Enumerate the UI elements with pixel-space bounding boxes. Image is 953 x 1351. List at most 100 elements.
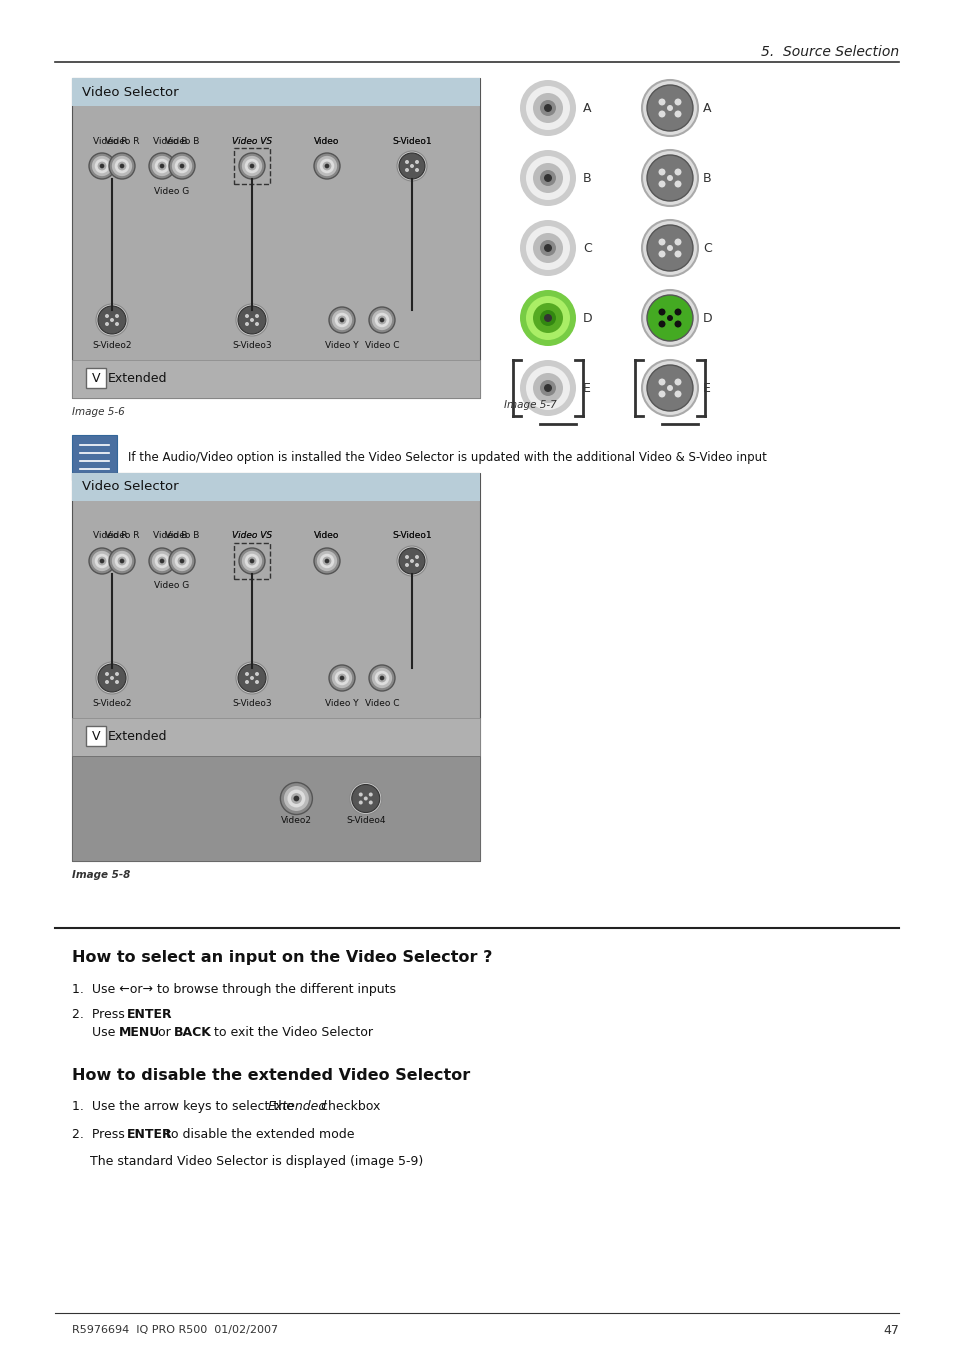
Circle shape xyxy=(396,151,427,181)
Text: ENTER: ENTER xyxy=(127,1008,172,1021)
Circle shape xyxy=(377,674,386,682)
Circle shape xyxy=(174,158,189,173)
Bar xyxy=(71,717,479,757)
Circle shape xyxy=(114,158,130,173)
Text: MENU: MENU xyxy=(119,1025,160,1039)
Circle shape xyxy=(332,667,352,688)
Bar xyxy=(86,367,106,388)
Circle shape xyxy=(415,563,418,567)
Circle shape xyxy=(119,559,124,563)
Circle shape xyxy=(98,305,126,334)
Circle shape xyxy=(335,312,349,327)
Circle shape xyxy=(519,220,576,276)
Text: Video B: Video B xyxy=(165,531,199,540)
Text: checkbox: checkbox xyxy=(316,1100,380,1113)
Circle shape xyxy=(319,158,334,173)
Circle shape xyxy=(674,111,680,118)
Circle shape xyxy=(112,551,132,571)
Circle shape xyxy=(533,163,562,193)
Text: Video G: Video G xyxy=(154,581,190,590)
Circle shape xyxy=(294,796,299,801)
Text: S-Video1: S-Video1 xyxy=(392,136,432,146)
Text: 1.  Use the arrow keys to select the: 1. Use the arrow keys to select the xyxy=(71,1100,297,1113)
Circle shape xyxy=(239,153,265,178)
Circle shape xyxy=(646,85,692,131)
Circle shape xyxy=(280,782,312,815)
Text: If the Audio/Video option is installed the Video Selector is updated with the ad: If the Audio/Video option is installed t… xyxy=(128,451,766,465)
Circle shape xyxy=(172,551,192,571)
Circle shape xyxy=(94,158,110,173)
Text: BACK: BACK xyxy=(173,1025,212,1039)
Circle shape xyxy=(254,671,258,676)
Circle shape xyxy=(405,168,409,172)
Circle shape xyxy=(377,316,386,324)
Text: C: C xyxy=(582,242,591,254)
Text: Extended: Extended xyxy=(108,372,168,385)
Circle shape xyxy=(519,290,576,346)
Circle shape xyxy=(242,551,262,571)
Circle shape xyxy=(314,153,339,178)
Text: 5.  Source Selection: 5. Source Selection xyxy=(760,45,898,59)
Circle shape xyxy=(539,309,556,326)
Text: S-Video4: S-Video4 xyxy=(346,816,385,825)
Circle shape xyxy=(405,555,409,559)
Circle shape xyxy=(658,99,665,105)
Text: Video G: Video G xyxy=(154,186,190,196)
Circle shape xyxy=(379,317,384,323)
Text: Video R: Video R xyxy=(105,531,139,540)
Circle shape xyxy=(674,250,680,258)
Bar xyxy=(71,78,479,399)
Circle shape xyxy=(396,546,427,576)
Circle shape xyxy=(415,168,418,172)
Circle shape xyxy=(248,557,256,566)
Circle shape xyxy=(324,559,329,563)
Circle shape xyxy=(316,551,336,571)
Circle shape xyxy=(398,153,424,178)
Circle shape xyxy=(291,793,301,804)
Circle shape xyxy=(245,554,259,569)
Circle shape xyxy=(105,680,109,684)
Circle shape xyxy=(405,563,409,567)
Circle shape xyxy=(539,380,556,396)
Circle shape xyxy=(379,676,384,681)
Text: V: V xyxy=(91,730,100,743)
Circle shape xyxy=(172,155,192,176)
Circle shape xyxy=(149,549,174,574)
Bar xyxy=(71,473,479,501)
Text: A: A xyxy=(702,101,711,115)
Circle shape xyxy=(177,557,186,566)
Text: Video VS: Video VS xyxy=(232,136,272,146)
Circle shape xyxy=(248,162,256,170)
Circle shape xyxy=(405,159,409,163)
Text: Video Y: Video Y xyxy=(325,698,358,708)
Circle shape xyxy=(149,153,174,178)
Circle shape xyxy=(254,680,258,684)
Circle shape xyxy=(319,554,334,569)
Circle shape xyxy=(169,549,194,574)
Circle shape xyxy=(543,384,552,392)
Circle shape xyxy=(674,390,680,397)
Circle shape xyxy=(105,671,109,676)
Circle shape xyxy=(533,232,562,263)
Circle shape xyxy=(179,163,184,169)
Text: Extended: Extended xyxy=(108,730,168,743)
Circle shape xyxy=(89,153,115,178)
Text: Video VS: Video VS xyxy=(232,531,272,540)
Circle shape xyxy=(157,162,166,170)
Circle shape xyxy=(641,80,698,136)
Text: E: E xyxy=(582,381,590,394)
Circle shape xyxy=(372,309,392,330)
Text: to exit the Video Selector: to exit the Video Selector xyxy=(210,1025,373,1039)
Circle shape xyxy=(94,554,110,569)
Circle shape xyxy=(339,317,344,323)
Circle shape xyxy=(641,220,698,276)
Text: Video C: Video C xyxy=(364,340,399,350)
Circle shape xyxy=(329,665,355,690)
Circle shape xyxy=(666,385,672,390)
Circle shape xyxy=(372,667,392,688)
Circle shape xyxy=(91,155,112,176)
Text: Video Selector: Video Selector xyxy=(82,85,178,99)
Circle shape xyxy=(237,305,266,334)
Circle shape xyxy=(543,245,552,253)
Circle shape xyxy=(539,170,556,186)
